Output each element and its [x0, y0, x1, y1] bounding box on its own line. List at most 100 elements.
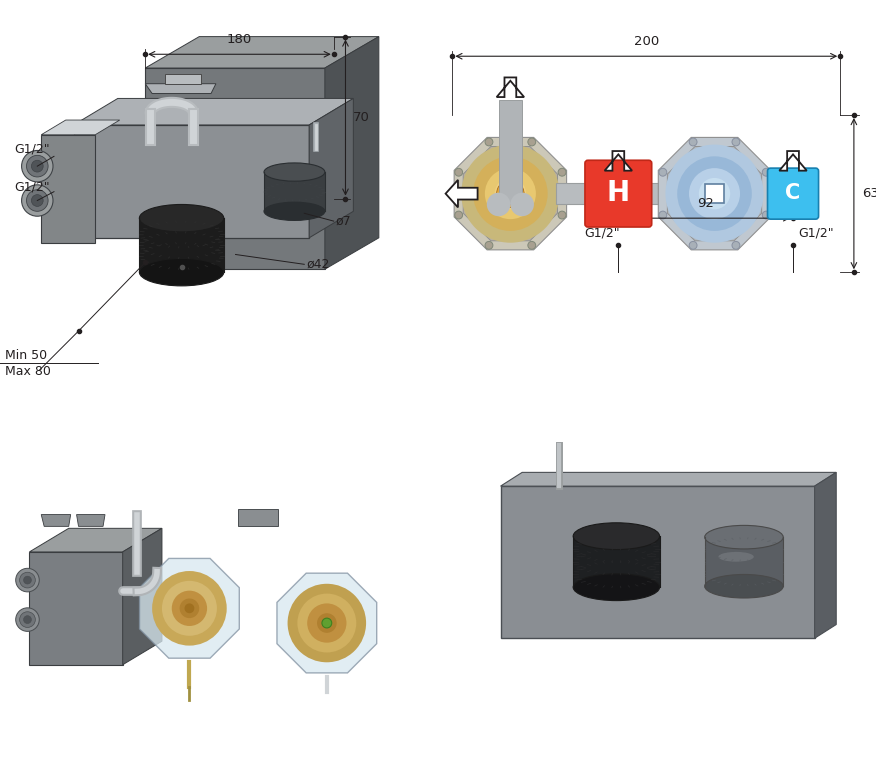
- Ellipse shape: [704, 526, 783, 549]
- Circle shape: [16, 608, 39, 632]
- Circle shape: [32, 195, 43, 206]
- Circle shape: [689, 241, 697, 249]
- Text: 92: 92: [697, 197, 714, 210]
- Circle shape: [677, 156, 752, 231]
- Ellipse shape: [718, 552, 753, 562]
- Circle shape: [172, 591, 207, 626]
- Circle shape: [528, 138, 536, 146]
- Circle shape: [528, 241, 536, 249]
- Circle shape: [487, 192, 511, 216]
- Circle shape: [24, 576, 32, 584]
- Text: G1/2": G1/2": [798, 226, 834, 240]
- Text: 180: 180: [227, 33, 252, 46]
- Polygon shape: [704, 184, 724, 203]
- Circle shape: [19, 572, 35, 588]
- Circle shape: [497, 180, 524, 207]
- Polygon shape: [658, 138, 771, 250]
- Text: 70: 70: [353, 111, 371, 124]
- Text: Max 80: Max 80: [5, 365, 51, 378]
- Circle shape: [162, 581, 217, 636]
- Circle shape: [180, 598, 199, 618]
- Polygon shape: [454, 138, 567, 250]
- Circle shape: [689, 168, 740, 220]
- Polygon shape: [41, 515, 71, 526]
- Circle shape: [462, 145, 560, 243]
- Circle shape: [19, 611, 35, 628]
- Polygon shape: [463, 147, 557, 241]
- Polygon shape: [238, 509, 278, 526]
- Ellipse shape: [573, 574, 660, 601]
- FancyBboxPatch shape: [767, 168, 818, 220]
- Polygon shape: [604, 151, 632, 171]
- Polygon shape: [139, 558, 239, 658]
- Ellipse shape: [573, 523, 660, 550]
- Circle shape: [22, 151, 53, 182]
- Circle shape: [666, 145, 764, 243]
- Circle shape: [24, 615, 32, 624]
- Circle shape: [503, 186, 519, 202]
- Circle shape: [506, 189, 514, 198]
- Polygon shape: [556, 183, 668, 204]
- Text: 63: 63: [862, 187, 876, 200]
- Polygon shape: [41, 120, 120, 135]
- Circle shape: [659, 169, 667, 176]
- Circle shape: [689, 138, 697, 146]
- Ellipse shape: [704, 574, 783, 598]
- Polygon shape: [139, 218, 223, 272]
- Circle shape: [732, 138, 740, 146]
- Circle shape: [558, 211, 566, 219]
- Text: G1/2": G1/2": [15, 143, 50, 156]
- Circle shape: [16, 568, 39, 592]
- Polygon shape: [145, 68, 325, 269]
- Polygon shape: [123, 528, 162, 665]
- Polygon shape: [500, 472, 837, 486]
- Polygon shape: [497, 77, 524, 97]
- Circle shape: [495, 178, 526, 209]
- Polygon shape: [325, 36, 378, 269]
- Circle shape: [26, 189, 48, 211]
- Circle shape: [659, 211, 667, 219]
- Circle shape: [455, 169, 463, 176]
- Polygon shape: [41, 135, 95, 243]
- Ellipse shape: [139, 258, 223, 286]
- Polygon shape: [165, 74, 201, 83]
- Polygon shape: [815, 472, 837, 638]
- Circle shape: [484, 168, 536, 220]
- Polygon shape: [573, 536, 660, 587]
- Circle shape: [321, 618, 332, 628]
- Polygon shape: [145, 83, 215, 94]
- Circle shape: [558, 169, 566, 176]
- Circle shape: [762, 211, 770, 219]
- FancyBboxPatch shape: [585, 160, 652, 227]
- Polygon shape: [277, 573, 377, 673]
- Polygon shape: [74, 98, 353, 125]
- Circle shape: [185, 604, 194, 613]
- Circle shape: [321, 618, 332, 628]
- Polygon shape: [500, 486, 815, 638]
- Circle shape: [511, 192, 534, 216]
- Text: H: H: [607, 179, 630, 206]
- Polygon shape: [780, 151, 807, 171]
- Polygon shape: [446, 180, 477, 207]
- Circle shape: [485, 138, 493, 146]
- Circle shape: [152, 571, 227, 645]
- Circle shape: [317, 613, 336, 633]
- Circle shape: [307, 604, 347, 642]
- Polygon shape: [30, 552, 123, 665]
- Text: ø7: ø7: [336, 215, 351, 227]
- Ellipse shape: [139, 205, 223, 232]
- Circle shape: [707, 186, 723, 202]
- Circle shape: [762, 169, 770, 176]
- Polygon shape: [74, 125, 309, 238]
- Polygon shape: [76, 515, 105, 526]
- Circle shape: [473, 156, 548, 231]
- Text: 200: 200: [633, 36, 659, 49]
- Circle shape: [32, 160, 43, 172]
- Circle shape: [26, 155, 48, 177]
- Text: G1/2": G1/2": [584, 226, 619, 240]
- Polygon shape: [309, 98, 353, 238]
- Circle shape: [297, 594, 357, 652]
- Polygon shape: [704, 537, 783, 586]
- Text: ø42: ø42: [307, 258, 329, 271]
- Polygon shape: [498, 100, 522, 204]
